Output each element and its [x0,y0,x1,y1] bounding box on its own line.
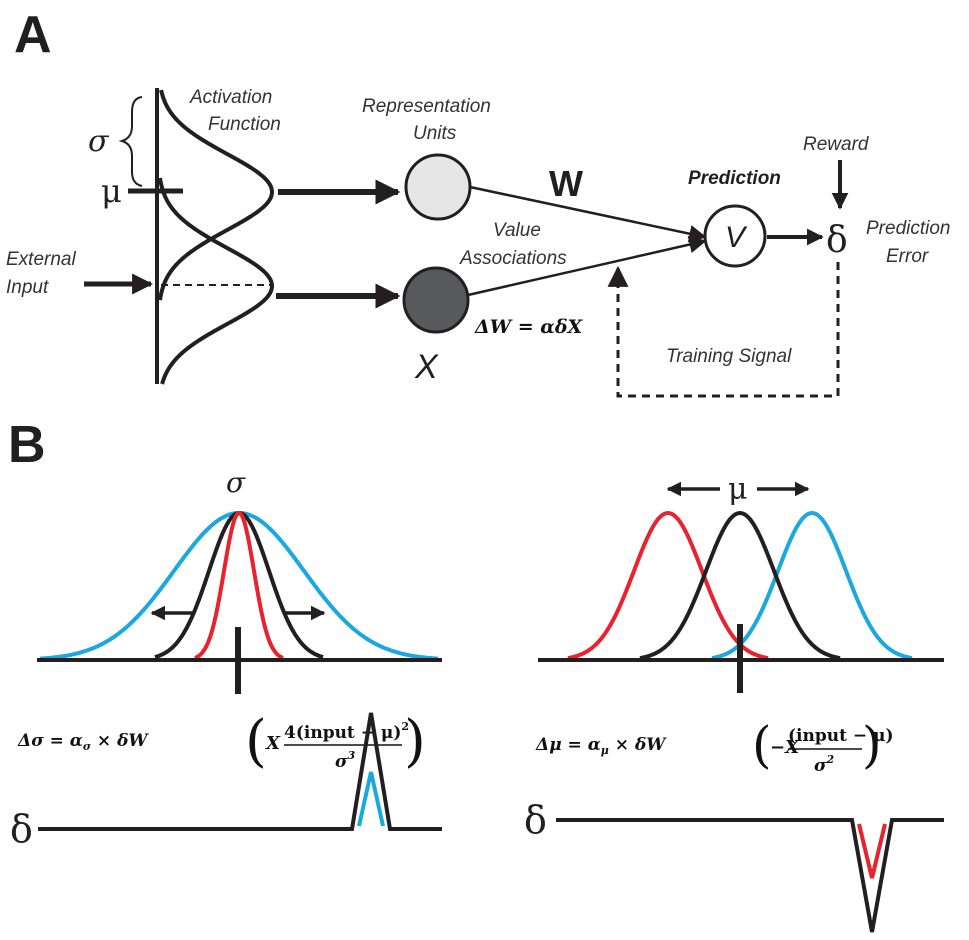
mu-delta-trace-black [556,818,944,933]
sigma-title: σ [226,466,246,499]
value-associations-label-2: Associations [459,248,567,269]
weights-label: W [549,163,583,204]
mu-eq-numerator: (input − μ) [788,726,894,746]
panel-b: B σ Δσ = ασ × δW ( X 4(input − μ)2 σ3 ) … [8,416,944,933]
mu-equation: Δμ = αμ × δW ( −X (input − μ) σ2 ) [535,716,894,776]
mu-eq-denominator: σ2 [814,753,835,776]
prediction-v-label: V [725,221,748,254]
reward-label: Reward [803,134,870,155]
mu-delta-trace-red [857,823,887,879]
weight-update-equation: ΔW = αδX [474,316,584,338]
training-signal-label: Training Signal [666,346,792,367]
sigma-eq-close-paren: ) [404,709,426,774]
activation-curve-top [158,89,274,301]
representation-units-label-2: Units [413,123,457,144]
mu-title: μ [728,472,748,507]
mu-eq-open-paren: ( [752,716,772,774]
prediction-error-label-1: Prediction [866,218,951,239]
weight-line-top [469,185,707,243]
activation-function-label-2: Function [208,114,281,135]
sigma-eq-numerator: 4(input − μ)2 [284,720,409,743]
sigma-delta-trace-black [38,712,442,831]
unit-x-label: X [414,348,439,386]
sigma-eq-x: X [265,733,281,754]
training-signal-path [607,262,840,398]
mu-label: μ [101,172,122,210]
mu-eq-lhs: Δμ = αμ × δW [535,735,667,757]
baseline-mu-curve [639,510,841,661]
panel-b-letter: B [8,416,46,474]
sigma-delta-trace-blue [357,771,385,827]
shifted-left-mu-curve [567,510,769,661]
sigma-brace [118,96,143,187]
representation-unit-dark [402,266,470,334]
sigma-label: σ [88,124,110,159]
mu-eq-close-paren: ) [862,716,882,774]
representation-units-label-1: Representation [362,96,491,117]
narrow-sigma-curve [194,510,284,660]
sigma-eq-denominator: σ3 [335,749,356,772]
panel-a-letter: A [14,6,52,64]
value-associations-label-1: Value [493,220,541,241]
sigma-eq-lhs: Δσ = ασ × δW [17,731,149,753]
prediction-unit [703,204,767,268]
shifted-right-mu-curve [711,510,913,661]
prediction-label: Prediction [688,168,781,189]
activation-curve-bottom [158,177,274,385]
external-input-label-1: External [6,249,76,270]
activation-function-label-1: Activation [189,87,272,108]
sigma-delta-label: δ [10,807,33,851]
sigma-eq-open-paren: ( [245,709,267,774]
prediction-error-label-2: Error [886,246,929,267]
representation-unit-light [404,153,472,221]
panel-a: A σ μ Activation Function External Input… [6,6,951,398]
mu-delta-label: δ [524,798,547,842]
weight-line-bottom [467,235,707,297]
prediction-error-delta: δ [826,220,848,261]
mu-eq-x: −X [770,737,800,758]
external-input-label-2: Input [6,277,49,298]
